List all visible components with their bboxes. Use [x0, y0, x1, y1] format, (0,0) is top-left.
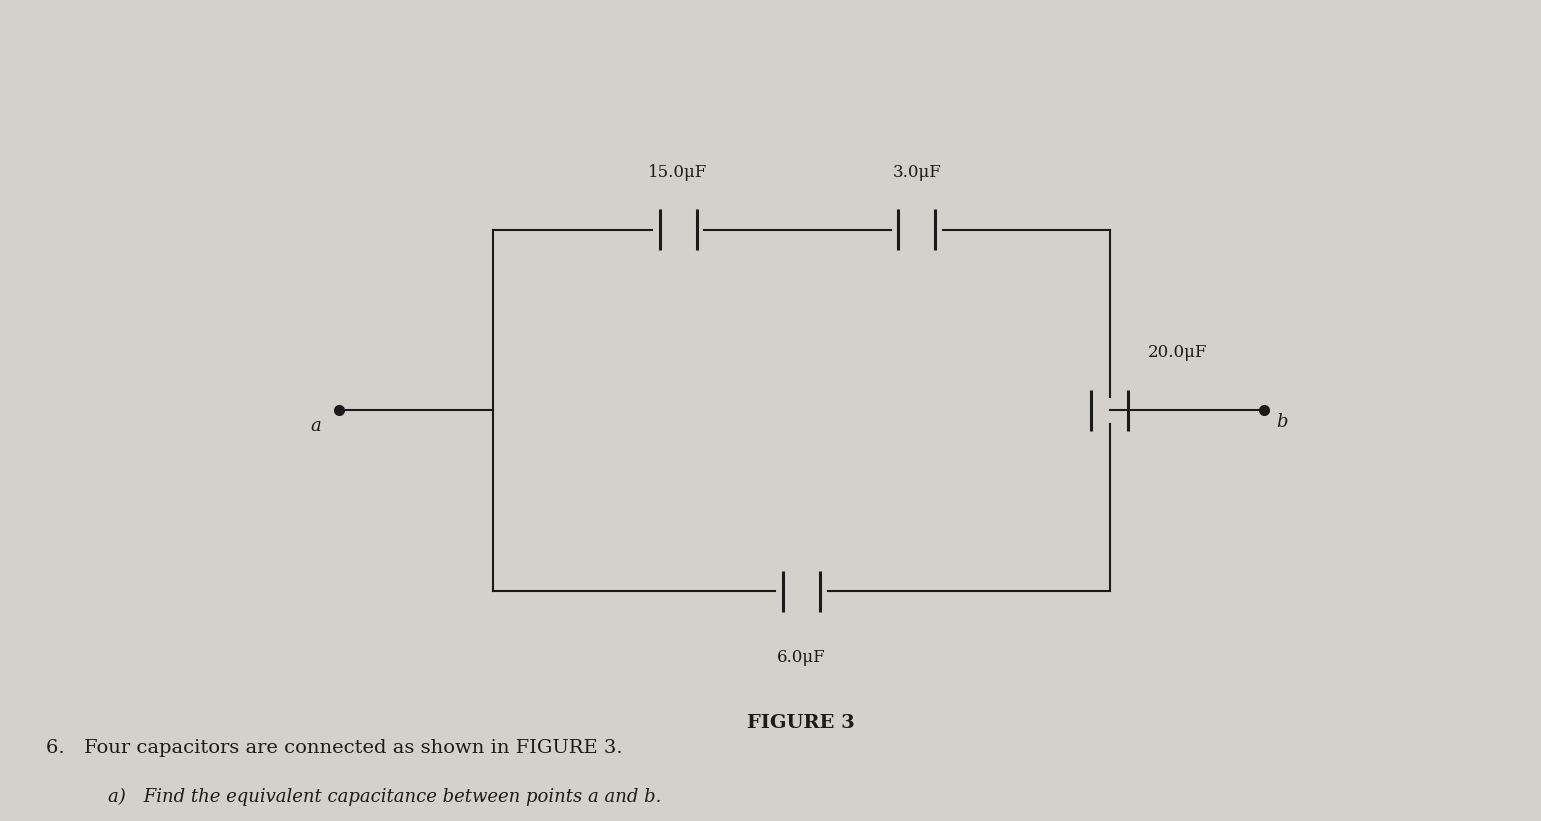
Text: 20.0μF: 20.0μF [1148, 344, 1208, 361]
Text: b: b [1276, 413, 1288, 431]
Text: a) Find the equivalent capacitance between points a and b.: a) Find the equivalent capacitance betwe… [108, 788, 661, 806]
Text: 3.0μF: 3.0μF [892, 163, 942, 181]
Text: FIGURE 3: FIGURE 3 [747, 714, 855, 732]
Text: 6. Four capacitors are connected as shown in FIGURE 3.: 6. Four capacitors are connected as show… [46, 739, 623, 757]
Text: 6.0μF: 6.0μF [777, 649, 826, 666]
Text: 15.0μF: 15.0μF [649, 163, 707, 181]
Text: a: a [311, 417, 321, 435]
